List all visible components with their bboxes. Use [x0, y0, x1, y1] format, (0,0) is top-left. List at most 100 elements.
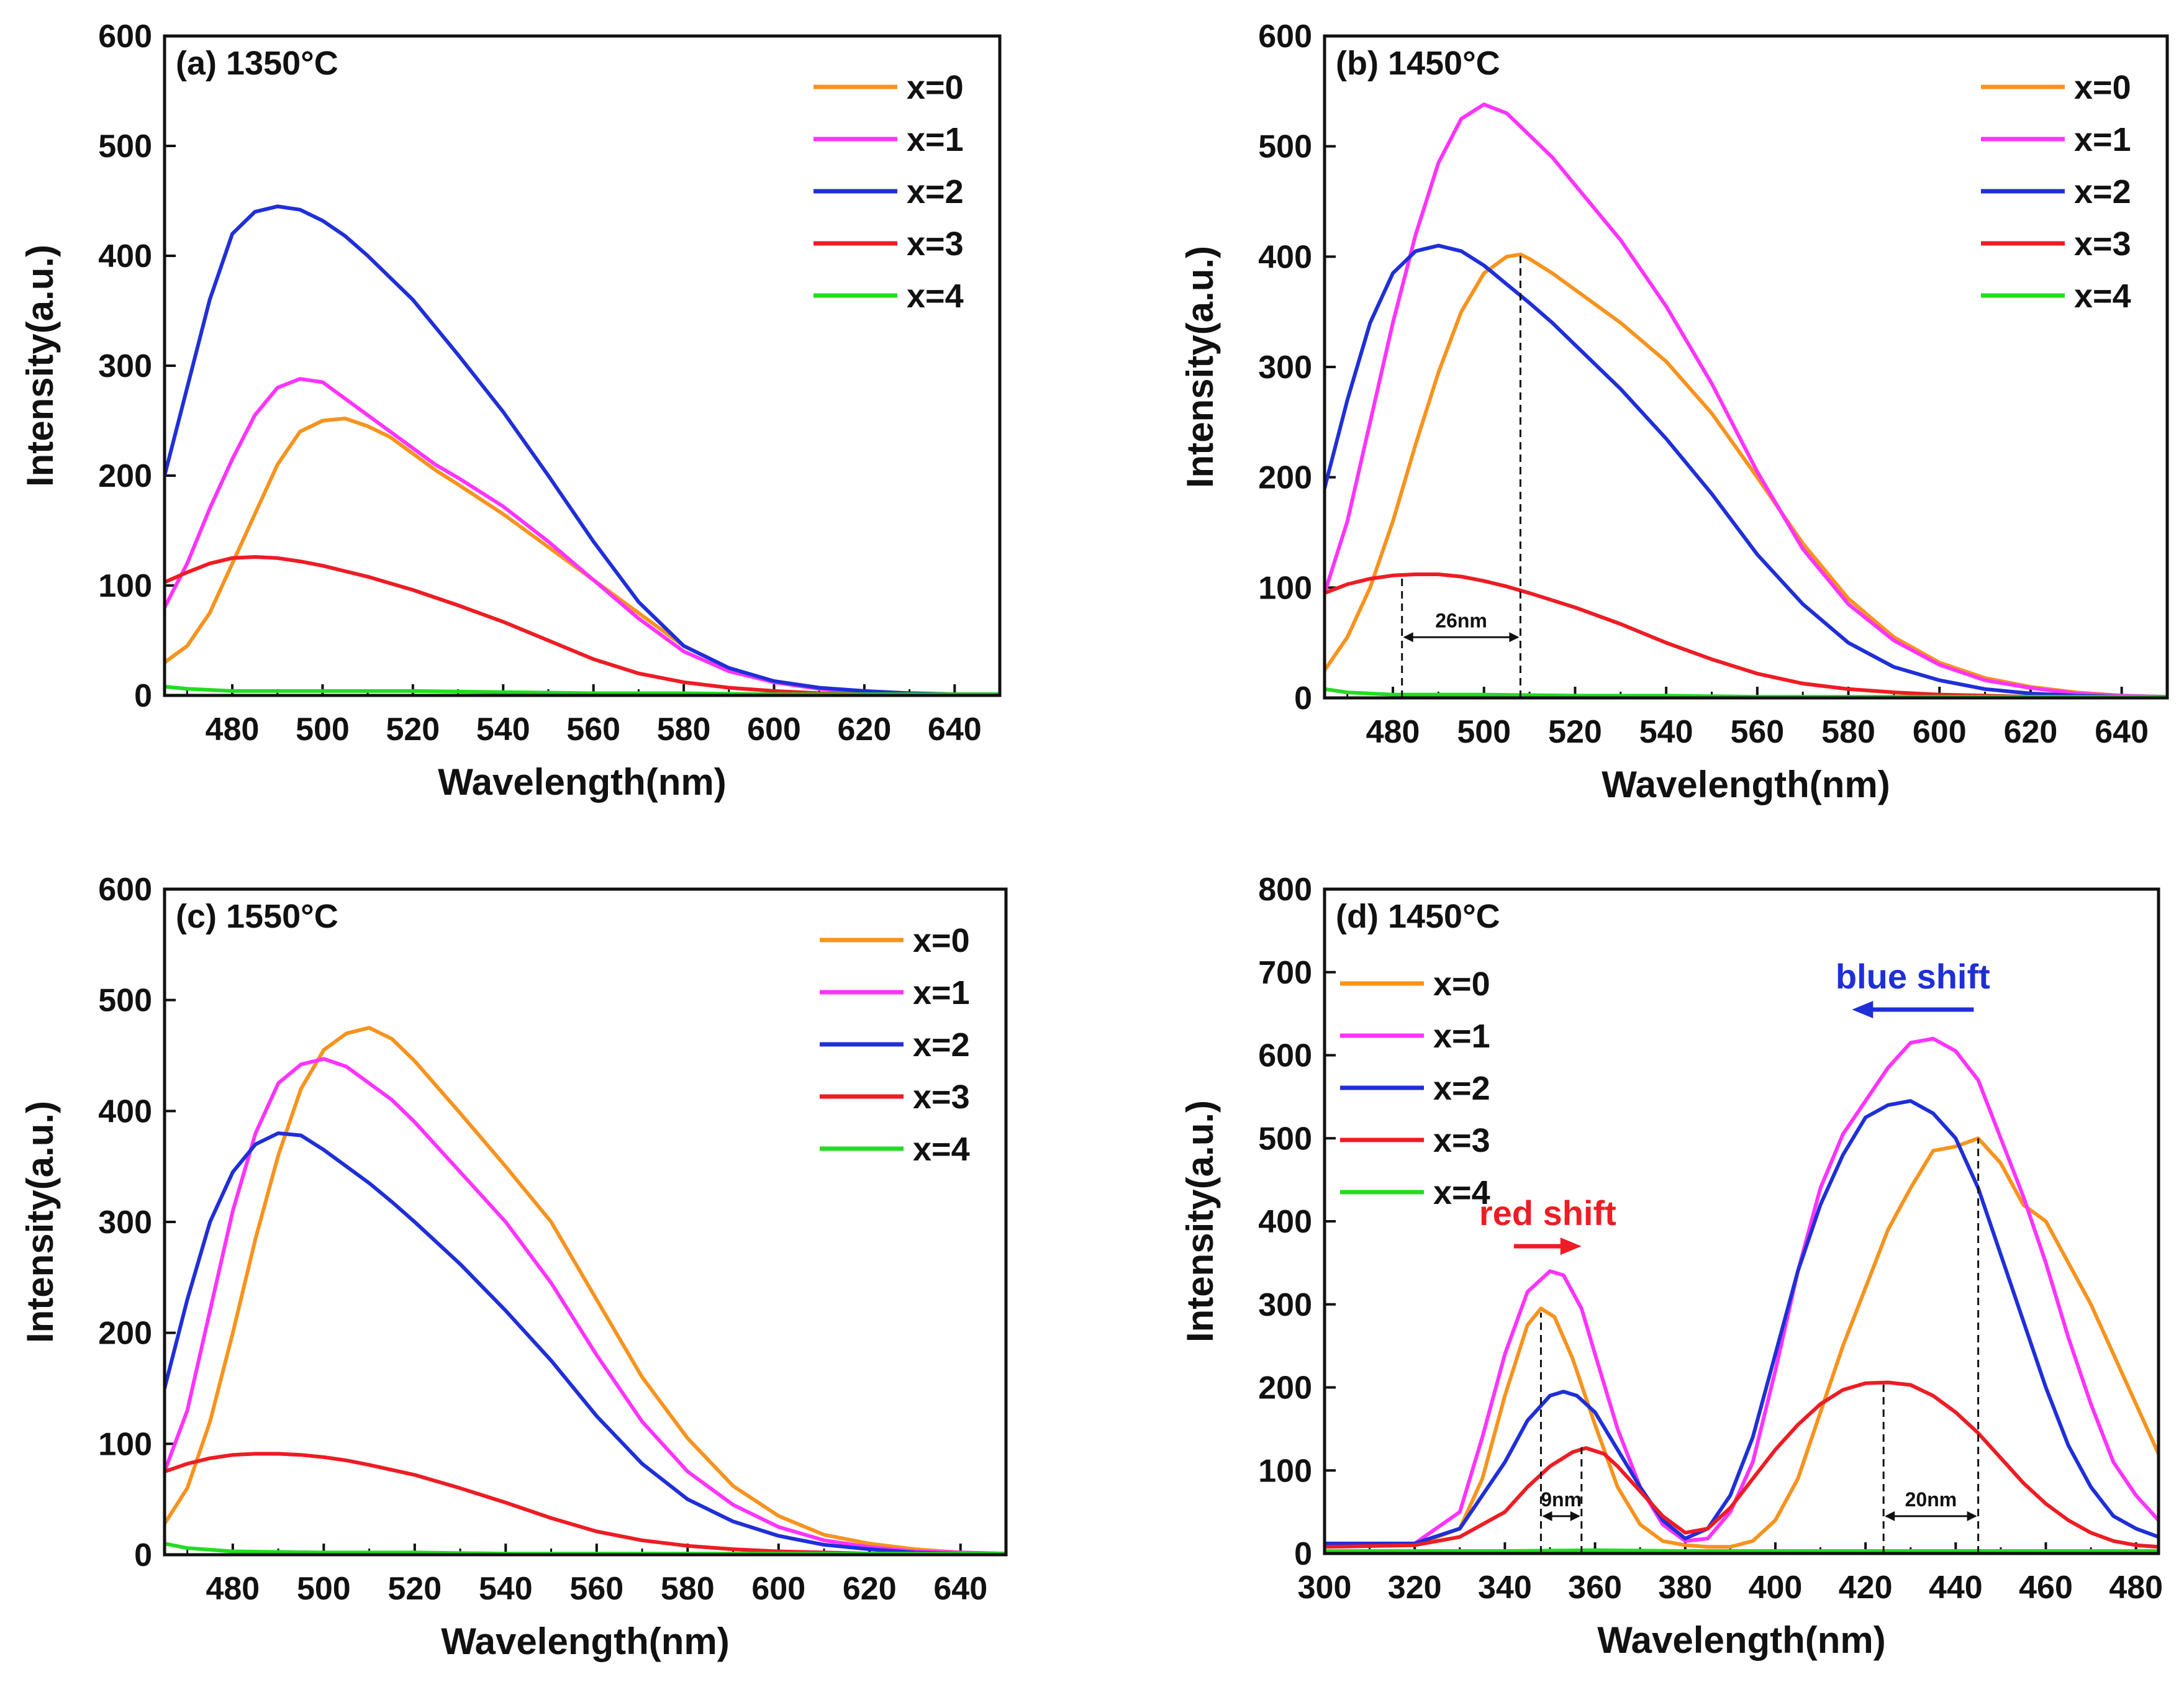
legend-label-c-x3: x=3 [913, 1079, 970, 1116]
span-label-d-0: 9nm [1541, 1488, 1582, 1511]
x-tick-label-c-560: 560 [569, 1571, 623, 1607]
legend-label-b-x2: x=2 [2074, 173, 2131, 210]
legend-label-b-x4: x=4 [2074, 278, 2131, 315]
y-tick-label-d-100: 100 [1258, 1453, 1312, 1489]
shift-label-d-2: red shift [1479, 1193, 1616, 1232]
plot-frame-d [1323, 887, 2160, 1555]
y-tick-label-d-600: 600 [1258, 1038, 1312, 1074]
y-tick-label-a-200: 200 [98, 458, 152, 494]
plot-frame-c [163, 887, 1008, 1557]
legend-d: x=0 x=1 x=2 x=3 x=4 [1340, 966, 1490, 1211]
panel-c: 480 500 520 540 560 580 600 620 640 0 100 200 300 400… [19, 872, 1008, 1662]
x-tick-label-c-620: 620 [843, 1571, 897, 1607]
span-label-d-1: 20nm [1905, 1488, 1957, 1511]
legend-label-a-x4: x=4 [907, 278, 964, 315]
x-tick-label-d-360: 360 [1568, 1570, 1622, 1606]
legend-b: x=0 x=1 x=2 x=3 x=4 [1981, 69, 2131, 315]
series-line-c-x2 [165, 1131, 1006, 1555]
x-axis-label-b: Wavelength(nm) [1602, 764, 1890, 805]
panel-d: 300 320 340 360 380 400 420 440 460 480 0 100 200 300… [1179, 872, 2163, 1661]
x-tick-label-d-420: 420 [1839, 1570, 1893, 1606]
series-line-b-x1 [1325, 102, 2167, 698]
y-tick-label-a-400: 400 [98, 238, 152, 274]
x-axis-label-d: Wavelength(nm) [1597, 1619, 1885, 1661]
series-line-d-x3 [1325, 1380, 2159, 1549]
x-tick-label-d-300: 300 [1298, 1570, 1352, 1606]
x-tick-label-b-600: 600 [1913, 714, 1967, 750]
legend-label-c-x4: x=4 [913, 1131, 970, 1168]
legend-label-a-x0: x=0 [907, 69, 964, 106]
x-tick-label-c-480: 480 [206, 1571, 260, 1607]
x-tick-label-a-580: 580 [657, 712, 711, 748]
shift-label-d-3: blue shift [1836, 957, 1990, 996]
y-tick-label-b-200: 200 [1258, 460, 1312, 496]
panel-title-a: (a) 1350°C [176, 45, 338, 82]
span-arrowhead-right-d-1 [1967, 1511, 1977, 1521]
legend-a: x=0 x=1 x=2 x=3 x=4 [813, 69, 964, 315]
x-tick-label-a-620: 620 [838, 712, 892, 748]
plot-frame-a [163, 34, 1002, 697]
legend-label-d-x2: x=2 [1433, 1070, 1490, 1107]
span-arrowhead-left-d-0 [1542, 1511, 1552, 1521]
y-tick-label-b-300: 300 [1258, 350, 1312, 386]
x-tick-label-d-400: 400 [1749, 1570, 1803, 1606]
legend-label-d-x0: x=0 [1433, 966, 1490, 1003]
legend-label-b-x0: x=0 [2074, 69, 2131, 106]
panel-title-d: (d) 1450°C [1336, 898, 1500, 935]
legend-label-d-x1: x=1 [1433, 1018, 1490, 1055]
y-tick-label-b-100: 100 [1258, 570, 1312, 606]
legend-label-b-x3: x=3 [2074, 225, 2131, 263]
x-tick-label-c-500: 500 [297, 1571, 351, 1607]
legend-label-d-x3: x=3 [1433, 1122, 1490, 1159]
legend-label-c-x1: x=1 [913, 974, 970, 1011]
span-arrowhead-left-d-1 [1885, 1511, 1895, 1521]
x-tick-label-b-540: 540 [1639, 714, 1693, 750]
x-tick-label-b-520: 520 [1548, 714, 1602, 750]
span-label-b-0: 26nm [1435, 609, 1487, 631]
y-tick-label-d-300: 300 [1258, 1287, 1312, 1323]
y-axis-label-b: Intensity(a.u.) [1179, 246, 1221, 488]
x-tick-label-a-640: 640 [928, 712, 982, 748]
x-tick-label-d-340: 340 [1478, 1570, 1532, 1606]
legend-label-c-x0: x=0 [913, 922, 970, 959]
y-tick-label-d-500: 500 [1258, 1121, 1312, 1157]
x-tick-label-d-380: 380 [1658, 1570, 1712, 1606]
series-line-d-x1 [1325, 1036, 2159, 1547]
series-line-b-x2 [1325, 243, 2167, 698]
y-tick-label-b-400: 400 [1258, 239, 1312, 275]
plot-frame-b [1323, 34, 2169, 700]
x-tick-label-b-640: 640 [2095, 714, 2149, 750]
x-tick-label-b-580: 580 [1821, 714, 1875, 750]
series-line-d-x4 [1325, 1548, 2159, 1553]
series-line-c-x1 [165, 1057, 1006, 1555]
x-axis-label-c: Wavelength(nm) [441, 1621, 729, 1662]
series-line-d-x0 [1325, 1136, 2159, 1549]
legend-label-a-x3: x=3 [907, 225, 964, 263]
y-tick-label-d-200: 200 [1258, 1370, 1312, 1406]
x-tick-label-d-440: 440 [1929, 1570, 1983, 1606]
y-tick-label-a-100: 100 [98, 568, 152, 604]
series-line-d-x2 [1325, 1099, 2159, 1545]
series-group-d [1325, 1036, 2159, 1553]
span-arrowhead-left-b-0 [1403, 632, 1413, 643]
y-tick-label-c-400: 400 [98, 1093, 152, 1129]
shift-arrowhead-d-2 [1560, 1237, 1582, 1255]
x-tick-label-b-500: 500 [1457, 714, 1511, 750]
x-tick-label-d-480: 480 [2109, 1570, 2163, 1606]
series-line-b-x0 [1325, 252, 2167, 698]
x-tick-label-c-520: 520 [387, 1571, 442, 1607]
x-axis-label-a: Wavelength(nm) [438, 761, 726, 803]
span-arrowhead-right-d-0 [1570, 1511, 1580, 1521]
y-axis-label-c: Intensity(a.u.) [19, 1101, 61, 1343]
y-tick-label-d-400: 400 [1258, 1204, 1312, 1240]
legend-label-a-x2: x=2 [907, 173, 964, 210]
x-tick-label-d-460: 460 [2019, 1570, 2073, 1606]
y-tick-label-b-600: 600 [1258, 19, 1312, 55]
x-tick-label-b-620: 620 [2004, 714, 2058, 750]
x-tick-label-a-560: 560 [566, 712, 620, 748]
y-tick-label-c-500: 500 [98, 983, 152, 1019]
x-tick-label-b-480: 480 [1366, 714, 1420, 750]
x-tick-label-d-320: 320 [1388, 1570, 1442, 1606]
